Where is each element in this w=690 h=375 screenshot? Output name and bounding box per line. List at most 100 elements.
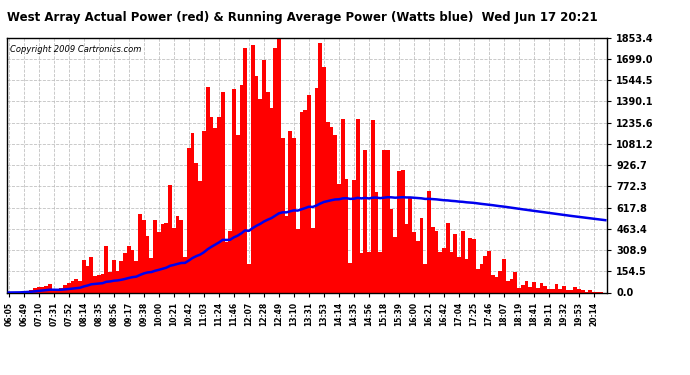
Bar [217, 117, 221, 292]
Bar [551, 289, 555, 292]
Bar [63, 285, 67, 292]
Bar [56, 290, 59, 292]
Bar [164, 223, 168, 292]
Bar [236, 135, 239, 292]
Bar [52, 291, 56, 292]
Bar [573, 287, 578, 292]
Bar [44, 286, 48, 292]
Bar [221, 92, 224, 292]
Bar [547, 288, 551, 292]
Bar [453, 234, 457, 292]
Bar [498, 271, 502, 292]
Bar [296, 229, 299, 292]
Bar [206, 87, 210, 292]
Bar [371, 120, 375, 292]
Bar [213, 129, 217, 292]
Bar [157, 232, 161, 292]
Bar [506, 281, 510, 292]
Bar [78, 281, 82, 292]
Bar [30, 290, 33, 292]
Bar [476, 269, 480, 292]
Bar [375, 192, 378, 292]
Bar [202, 131, 206, 292]
Bar [480, 264, 484, 292]
Bar [442, 248, 446, 292]
Bar [416, 241, 420, 292]
Bar [544, 286, 547, 292]
Bar [299, 112, 304, 292]
Bar [67, 283, 70, 292]
Bar [48, 285, 52, 292]
Bar [412, 232, 416, 292]
Bar [540, 284, 544, 292]
Bar [228, 231, 232, 292]
Bar [326, 122, 330, 292]
Bar [367, 252, 371, 292]
Bar [589, 290, 592, 292]
Bar [570, 290, 573, 292]
Bar [578, 290, 581, 292]
Bar [390, 209, 393, 292]
Bar [333, 135, 337, 292]
Bar [464, 260, 469, 292]
Bar [427, 191, 431, 292]
Bar [304, 110, 307, 292]
Bar [37, 287, 41, 292]
Bar [59, 288, 63, 292]
Bar [558, 290, 562, 292]
Bar [555, 284, 558, 292]
Bar [119, 261, 124, 292]
Bar [524, 281, 529, 292]
Bar [82, 260, 86, 292]
Bar [518, 288, 521, 292]
Bar [315, 88, 318, 292]
Bar [187, 148, 190, 292]
Bar [108, 272, 112, 292]
Bar [491, 275, 495, 292]
Bar [138, 213, 142, 292]
Bar [469, 238, 472, 292]
Bar [86, 266, 90, 292]
Bar [404, 224, 408, 292]
Text: Copyright 2009 Cartronics.com: Copyright 2009 Cartronics.com [10, 45, 141, 54]
Bar [41, 288, 44, 292]
Bar [386, 150, 390, 292]
Bar [93, 276, 97, 292]
Bar [232, 89, 236, 292]
Bar [142, 220, 146, 292]
Bar [244, 48, 247, 292]
Bar [70, 281, 75, 292]
Bar [322, 67, 326, 292]
Bar [337, 184, 341, 292]
Bar [239, 86, 244, 292]
Bar [341, 119, 344, 292]
Bar [344, 179, 348, 292]
Bar [431, 227, 435, 292]
Bar [529, 288, 532, 292]
Bar [101, 274, 104, 292]
Bar [484, 256, 487, 292]
Bar [172, 228, 176, 292]
Bar [224, 242, 228, 292]
Bar [198, 181, 202, 292]
Bar [364, 150, 367, 292]
Bar [124, 253, 127, 292]
Bar [393, 237, 397, 292]
Bar [457, 257, 461, 292]
Bar [26, 291, 30, 292]
Bar [397, 171, 401, 292]
Bar [510, 279, 513, 292]
Bar [581, 290, 584, 292]
Bar [472, 239, 476, 292]
Bar [330, 128, 333, 292]
Bar [250, 45, 255, 292]
Bar [116, 271, 119, 292]
Bar [420, 218, 424, 292]
Bar [130, 250, 135, 292]
Bar [461, 231, 464, 292]
Bar [532, 282, 536, 292]
Bar [378, 252, 382, 292]
Bar [273, 48, 277, 292]
Bar [424, 264, 427, 292]
Text: West Array Actual Power (red) & Running Average Power (Watts blue)  Wed Jun 17 2: West Array Actual Power (red) & Running … [7, 11, 598, 24]
